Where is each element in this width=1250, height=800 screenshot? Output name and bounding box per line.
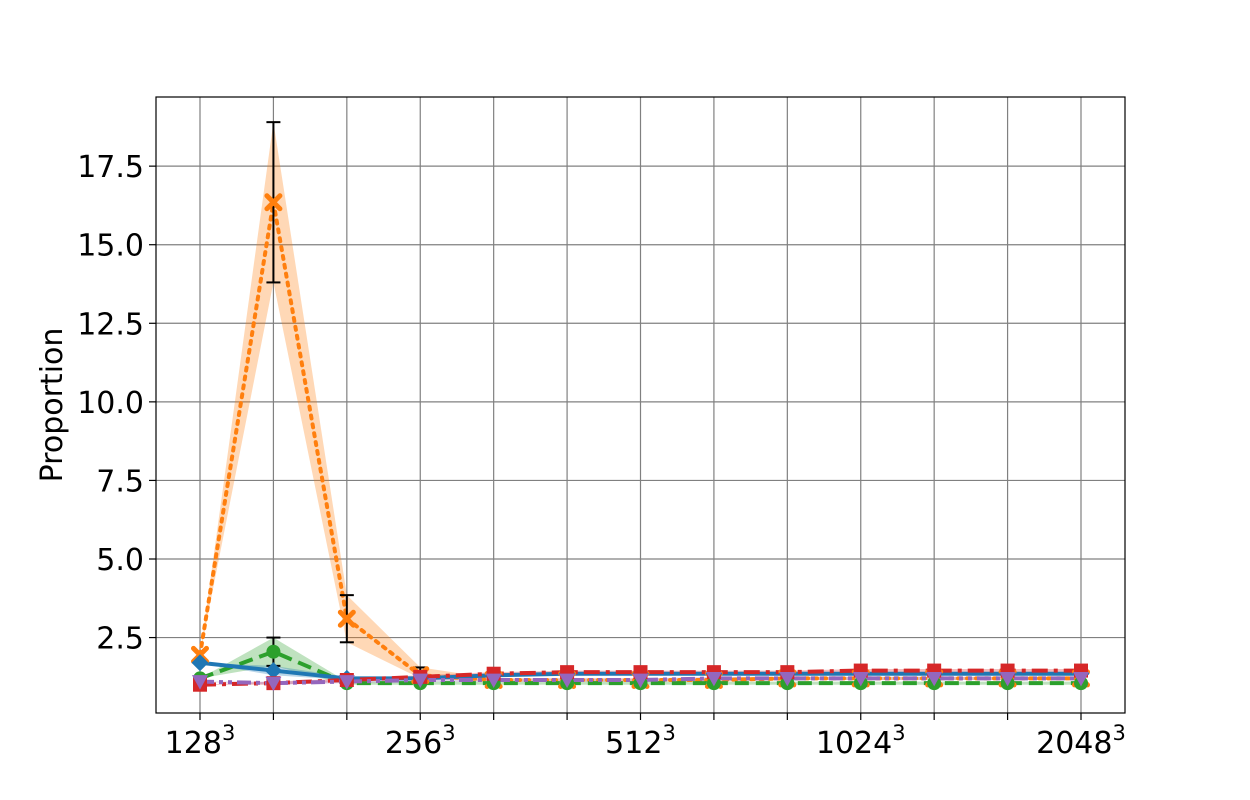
data-point-series-4 xyxy=(559,673,576,688)
data-point-series-0 xyxy=(337,609,356,628)
grid-lines xyxy=(156,97,1125,713)
y-tick-label: 2.5 xyxy=(96,622,144,657)
data-point-series-4 xyxy=(485,673,502,688)
data-point-series-4 xyxy=(999,672,1016,687)
data-point-series-4 xyxy=(192,675,208,690)
data-point-series-4 xyxy=(779,672,796,687)
y-tick-label: 5.0 xyxy=(96,543,144,578)
data-point-series-4 xyxy=(338,675,355,690)
x-tick-label: 2563 xyxy=(385,721,456,761)
axes-frame xyxy=(155,96,1126,714)
x-tick-label: 20483 xyxy=(1036,721,1126,761)
y-tick-label: 12.5 xyxy=(77,307,144,342)
data-point-series-4 xyxy=(852,672,869,687)
data-point-series-4 xyxy=(926,672,943,687)
x-tick-label: 10243 xyxy=(816,721,906,761)
data-layer xyxy=(191,121,1090,692)
data-point-series-1 xyxy=(266,644,281,659)
y-tick-label: 7.5 xyxy=(96,464,144,499)
data-point-series-4 xyxy=(265,676,282,692)
data-point-series-2 xyxy=(264,662,282,680)
data-point-series-0 xyxy=(264,193,283,212)
data-point-series-4 xyxy=(632,673,649,688)
data-point-series-2 xyxy=(191,654,209,672)
y-tick-label: 15.0 xyxy=(77,229,144,264)
y-tick-label: 17.5 xyxy=(77,150,144,185)
x-tick-label: 1283 xyxy=(165,721,236,761)
data-point-series-4 xyxy=(705,672,722,687)
data-point-series-4 xyxy=(1073,672,1089,687)
data-point-series-4 xyxy=(412,673,429,688)
y-tick-label: 10.0 xyxy=(77,386,144,421)
x-tick-label: 5123 xyxy=(605,721,676,761)
y-axis-label: Proportion xyxy=(35,328,70,483)
